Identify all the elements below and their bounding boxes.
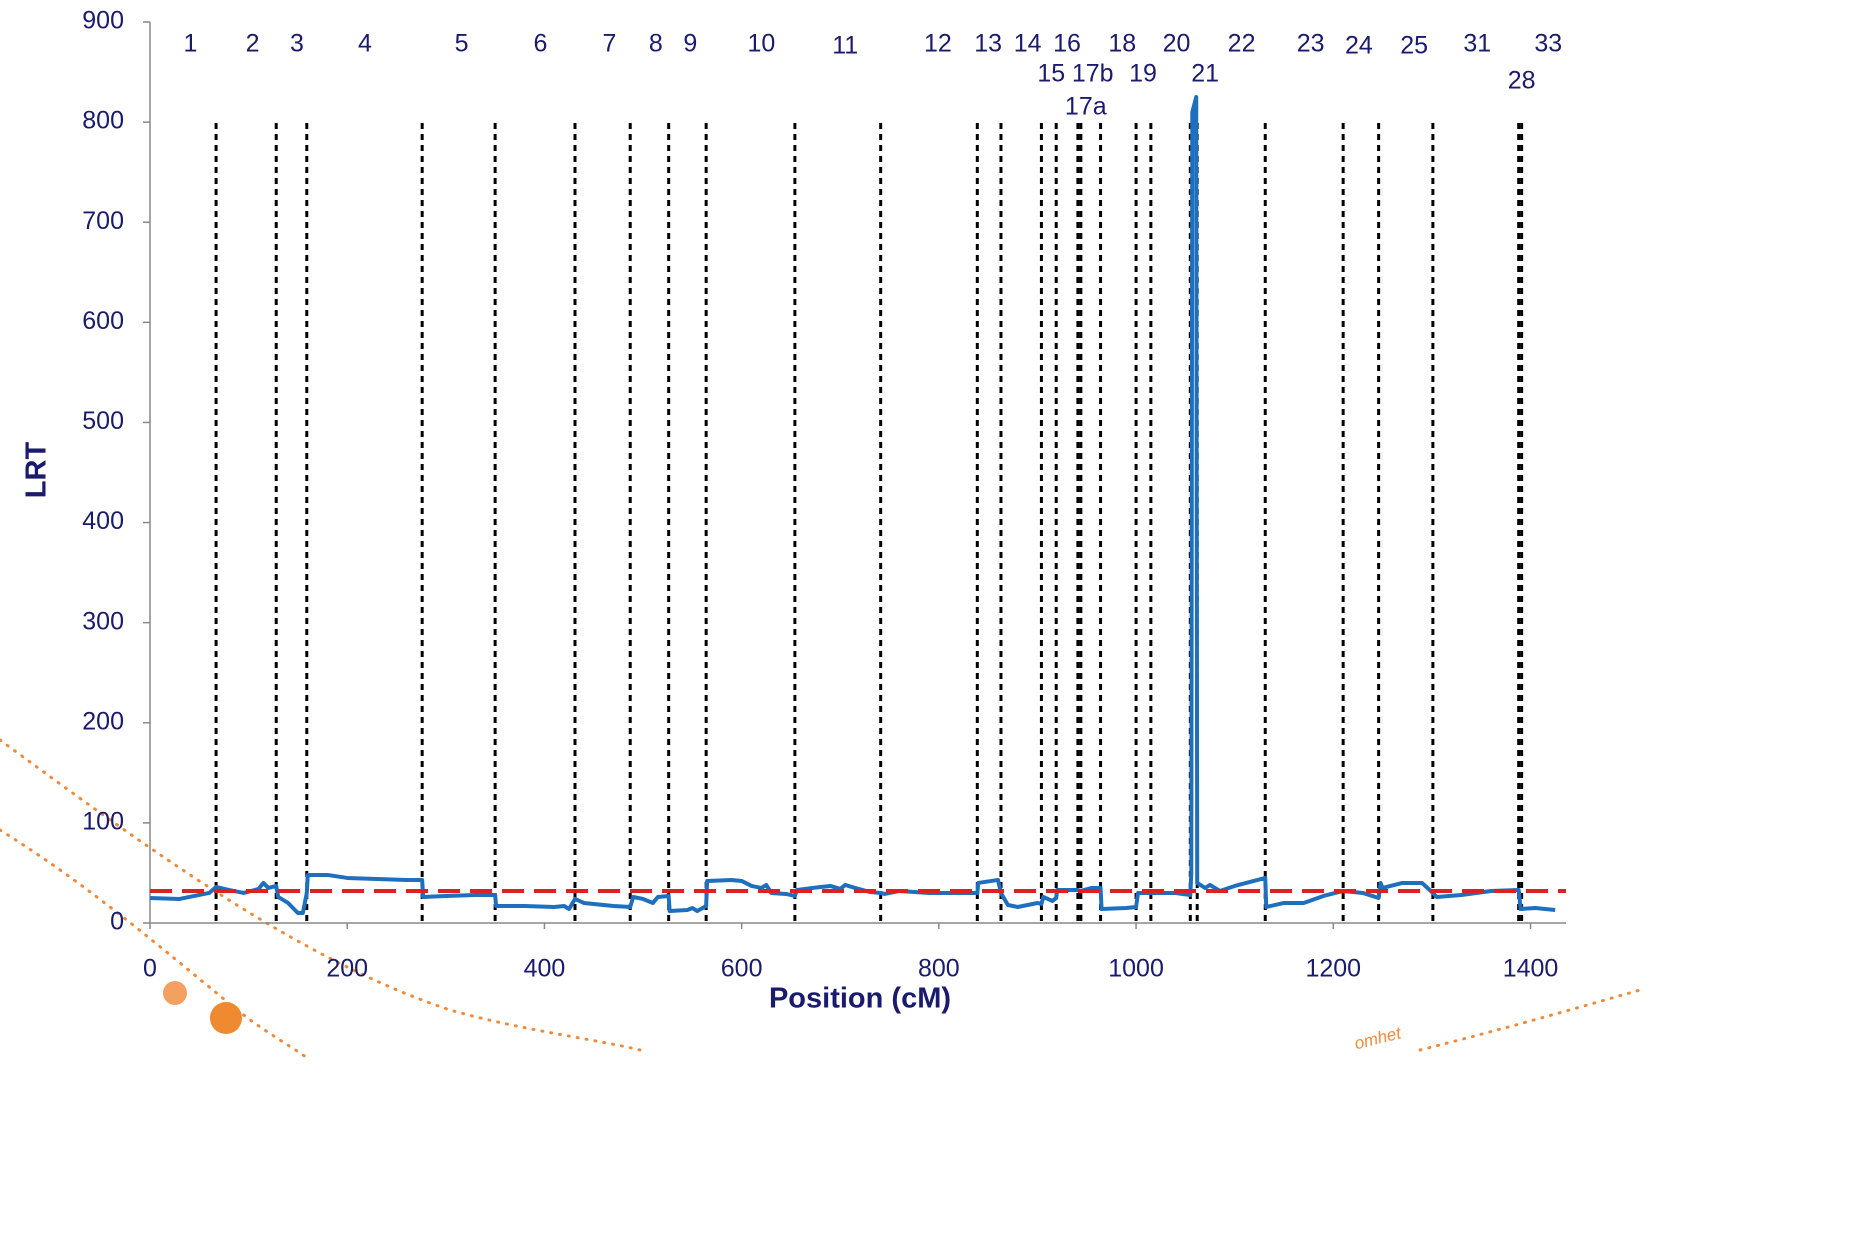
decor-arc bbox=[0, 738, 642, 1052]
x-tick-label: 1000 bbox=[1108, 955, 1164, 983]
chromosome-label: 4 bbox=[358, 30, 372, 58]
chromosome-label: 24 bbox=[1345, 32, 1373, 60]
chromosome-label: 17a bbox=[1065, 93, 1107, 121]
decor-dot bbox=[163, 981, 187, 1005]
x-tick-label: 800 bbox=[918, 955, 960, 983]
chromosome-label: 13 bbox=[974, 30, 1002, 58]
x-tick-label: 200 bbox=[326, 955, 368, 983]
chromosome-label: 21 bbox=[1191, 60, 1219, 88]
y-tick-label: 300 bbox=[82, 607, 124, 635]
chromosome-label: 2 bbox=[246, 30, 260, 58]
chromosome-label: 20 bbox=[1163, 30, 1191, 58]
lrt-line bbox=[149, 95, 1556, 915]
chromosome-label: 6 bbox=[534, 30, 548, 58]
chromosome-label: 10 bbox=[747, 30, 775, 58]
x-tick-label: 400 bbox=[524, 955, 566, 983]
x-tick-label: 600 bbox=[721, 955, 763, 983]
y-tick-label: 900 bbox=[82, 7, 124, 35]
chromosome-label: 14 bbox=[1014, 30, 1042, 58]
x-tick-label: 1200 bbox=[1305, 955, 1361, 983]
y-tick-label: 400 bbox=[82, 507, 124, 535]
chromosome-label: 22 bbox=[1228, 30, 1256, 58]
chromosome-label: 28 bbox=[1508, 67, 1536, 95]
chromosome-label: 33 bbox=[1534, 30, 1562, 58]
x-tick-label: 0 bbox=[143, 955, 157, 983]
y-tick-label: 200 bbox=[82, 707, 124, 735]
chromosome-label: 9 bbox=[683, 30, 697, 58]
chromosome-label: 18 bbox=[1108, 30, 1136, 58]
chromosome-label: 5 bbox=[455, 30, 469, 58]
y-tick-label: 0 bbox=[110, 908, 124, 936]
chromosome-label: 25 bbox=[1400, 32, 1428, 60]
y-tick-label: 600 bbox=[82, 307, 124, 335]
chromosome-label: 17b bbox=[1072, 60, 1114, 88]
decor-arc bbox=[1418, 988, 1642, 1052]
y-tick-label: 700 bbox=[82, 207, 124, 235]
decoration bbox=[0, 738, 1642, 1062]
y-axis-title: LRT bbox=[21, 442, 53, 499]
chromosome-label: 3 bbox=[290, 30, 304, 58]
y-tick-label: 500 bbox=[82, 407, 124, 435]
chromosome-label: 16 bbox=[1053, 30, 1081, 58]
chromosome-label: 15 bbox=[1037, 60, 1065, 88]
x-tick-label: 1400 bbox=[1503, 955, 1559, 983]
chromosome-label: 11 bbox=[832, 32, 858, 60]
chromosome-label: 8 bbox=[649, 30, 663, 58]
chromosome-label: 12 bbox=[924, 30, 952, 58]
x-axis-title: Position (cM) bbox=[769, 983, 951, 1015]
decor-arc bbox=[0, 828, 312, 1062]
decor-dot bbox=[210, 1002, 242, 1034]
chromosome-label: 19 bbox=[1129, 60, 1157, 88]
chromosome-label: 1 bbox=[183, 30, 197, 58]
chromosome-label: 23 bbox=[1297, 30, 1325, 58]
y-tick-label: 800 bbox=[82, 107, 124, 135]
watermark: omhet bbox=[1352, 1023, 1404, 1053]
chromosome-label: 7 bbox=[603, 30, 617, 58]
y-tick-label: 100 bbox=[82, 807, 124, 835]
chromosome-label: 31 bbox=[1463, 30, 1491, 58]
